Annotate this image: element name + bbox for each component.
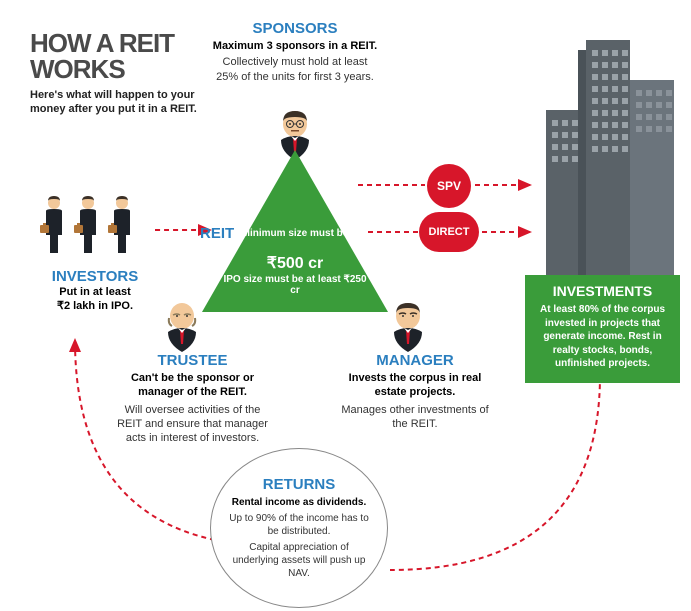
- investments-panel: INVESTMENTS At least 80% of the corpus i…: [525, 275, 680, 383]
- page-subtitle: Here's what will happen to your money af…: [30, 88, 200, 117]
- sponsors-heading: SPONSORS: [205, 20, 385, 37]
- trustee-bold: Can't be the sponsor or manager of the R…: [115, 371, 270, 400]
- reit-ipo: IPO size must be at least ₹250 cr: [220, 274, 370, 296]
- investors-heading: INVESTORS: [30, 268, 160, 285]
- reit-min-amount: ₹500 cr: [215, 253, 375, 273]
- returns-heading: RETURNS: [263, 476, 336, 493]
- investments-body: At least 80% of the corpus invested in p…: [531, 303, 674, 371]
- returns-circle: RETURNS Rental income as dividends. Up t…: [210, 448, 388, 608]
- investors-line2: ₹2 lakh in IPO.: [30, 299, 160, 313]
- manager-bold: Invests the corpus in real estate projec…: [335, 371, 495, 400]
- direct-badge: DIRECT: [419, 212, 479, 252]
- reit-label: REIT: [200, 225, 234, 242]
- trustee-head-icon: [160, 300, 204, 357]
- spv-badge: SPV: [427, 164, 471, 208]
- trustee-heading: TRUSTEE: [115, 352, 270, 369]
- sponsors-line1: Maximum 3 sponsors in a REIT.: [205, 39, 385, 53]
- returns-bold: Rental income as dividends.: [232, 496, 366, 509]
- investors-line1: Put in at least: [30, 285, 160, 299]
- manager-body: Manages other investments of the REIT.: [335, 403, 495, 432]
- returns-body2: Capital appreciation of underlying asset…: [229, 541, 369, 580]
- reit-min-label: Minimum size must be: [215, 228, 375, 239]
- sponsors-line2: Collectively must hold at least 25% of t…: [205, 55, 385, 84]
- investments-heading: INVESTMENTS: [531, 283, 674, 299]
- investors-icons: [40, 195, 136, 255]
- manager-heading: MANAGER: [335, 352, 495, 369]
- buildings-icon: [538, 30, 678, 280]
- trustee-body: Will oversee activities of the REIT and …: [115, 403, 270, 446]
- page-title: HOW A REIT WORKS: [30, 30, 230, 82]
- returns-body1: Up to 90% of the income has to be distri…: [229, 512, 369, 538]
- manager-head-icon: [386, 300, 430, 357]
